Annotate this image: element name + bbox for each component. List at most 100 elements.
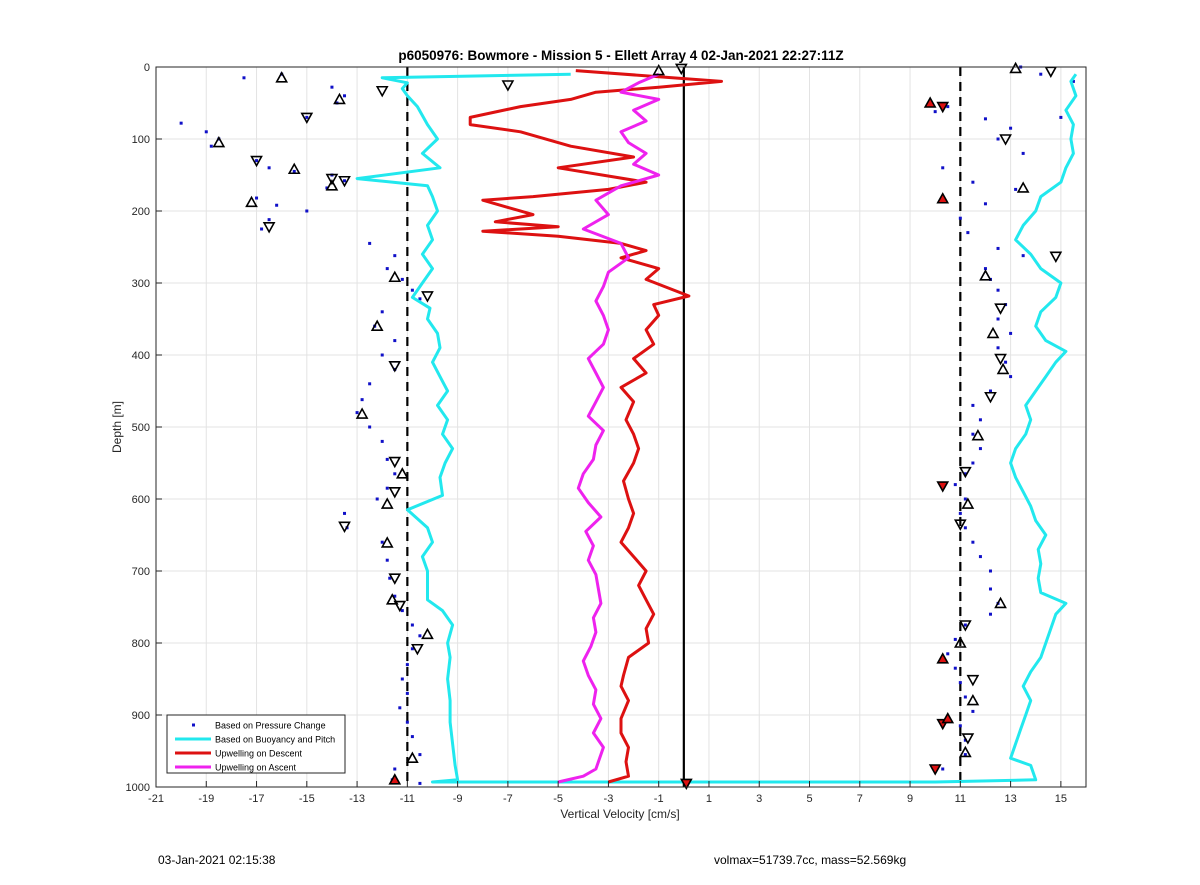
y-tick-label: 800 xyxy=(132,638,150,650)
y-tick-label: 500 xyxy=(132,422,150,434)
pressure-point xyxy=(418,634,422,638)
dive-marker xyxy=(1016,181,1030,193)
y-tick-label: 100 xyxy=(132,134,150,146)
pressure-point xyxy=(385,486,389,490)
dive-marker xyxy=(941,711,955,724)
pressure-point xyxy=(971,432,975,436)
footer-volmax-mass: volmax=51739.7cc, mass=52.569kg xyxy=(714,853,907,867)
y-tick-label: 1000 xyxy=(126,782,150,794)
dive-marker xyxy=(388,270,402,283)
pressure-point xyxy=(988,389,992,393)
dive-marker xyxy=(971,428,985,441)
pressure-point xyxy=(963,695,967,699)
pressure-point xyxy=(393,472,397,476)
pressure-point xyxy=(978,447,982,451)
pressure-point xyxy=(958,216,962,220)
pressure-point xyxy=(941,166,945,170)
pressure-point xyxy=(405,720,409,724)
pressure-point xyxy=(388,576,392,580)
dive-marker xyxy=(370,319,384,332)
pressure-point xyxy=(398,706,402,710)
legend-box xyxy=(166,714,346,774)
y-tick-label: 200 xyxy=(132,206,150,218)
pressure-point xyxy=(267,166,271,170)
x-tick-label: 7 xyxy=(857,793,863,805)
pressure-point xyxy=(963,526,967,530)
pressure-point xyxy=(410,623,414,627)
pressure-point xyxy=(963,753,967,757)
dive-marker xyxy=(996,362,1010,375)
x-tick-label: -17 xyxy=(249,793,265,805)
dive-marker xyxy=(375,85,389,98)
pressure-point xyxy=(946,105,950,109)
pressure-point xyxy=(418,297,422,301)
pressure-point xyxy=(360,398,364,402)
pressure-point xyxy=(368,241,372,245)
dive-marker xyxy=(393,600,407,613)
y-tick-label: 400 xyxy=(132,350,150,362)
y-tick-label: 0 xyxy=(144,62,150,74)
pressure-point xyxy=(375,497,379,501)
dive-marker xyxy=(994,596,1007,609)
dive-marker xyxy=(923,96,937,108)
pressure-point xyxy=(385,558,389,562)
pressure-point xyxy=(380,540,384,544)
pressure-point xyxy=(418,753,422,757)
pressure-point xyxy=(400,677,404,681)
pressure-point xyxy=(393,254,397,258)
dive-marker xyxy=(411,643,424,656)
pressure-point xyxy=(988,612,992,616)
y-tick-label: 900 xyxy=(132,710,150,722)
pressure-point xyxy=(953,666,957,670)
y-tick-label: 700 xyxy=(132,566,150,578)
dive-marker xyxy=(1009,61,1022,74)
x-tick-label: -19 xyxy=(198,793,214,805)
tick-labels: -21 -19 -17 -15 -13 -11 -9 -7 -5 -3 -1 1 3 5 7 9 11 13 150… xyxy=(126,62,1067,805)
pressure-point xyxy=(380,353,384,357)
pressure-point xyxy=(996,317,1000,321)
dive-marker xyxy=(388,486,402,499)
dive-marker xyxy=(961,497,975,509)
x-tick-label: 9 xyxy=(907,793,913,805)
dive-marker xyxy=(388,456,402,469)
dive-marker xyxy=(958,466,972,479)
pressure-point xyxy=(1071,79,1075,83)
pressure-point xyxy=(958,511,962,515)
dive-marker xyxy=(406,751,419,764)
dive-marker xyxy=(953,636,967,648)
dive-marker xyxy=(338,521,351,534)
x-tick-label: -3 xyxy=(604,793,614,805)
dive-marker xyxy=(958,620,972,632)
x-tick-label: 13 xyxy=(1004,793,1016,805)
pressure-point xyxy=(255,159,259,163)
pressure-point xyxy=(380,439,384,443)
dive-marker xyxy=(501,80,515,92)
x-tick-label: -15 xyxy=(299,793,315,805)
dive-marker xyxy=(338,175,351,188)
dive-marker xyxy=(928,764,942,776)
dive-marker xyxy=(325,173,339,186)
x-tick-label: 3 xyxy=(756,793,762,805)
pressure-point xyxy=(305,209,309,213)
dive-marker xyxy=(287,162,301,175)
pressure-point xyxy=(988,569,992,573)
pressure-point xyxy=(1014,187,1018,191)
dive-marker xyxy=(979,269,992,281)
dive-marker xyxy=(984,391,997,404)
pressure-point xyxy=(418,781,422,785)
pressure-point xyxy=(393,339,397,343)
x-tick-label: -13 xyxy=(349,793,365,805)
pressure-point xyxy=(368,382,372,386)
pressure-point xyxy=(996,246,1000,250)
pressure-point xyxy=(988,587,992,591)
x-tick-label: 15 xyxy=(1055,793,1067,805)
pressure-point xyxy=(267,218,271,222)
dive-marker xyxy=(388,773,402,785)
dive-marker xyxy=(966,693,980,706)
x-axis-label: Vertical Velocity [cm/s] xyxy=(560,807,679,821)
pressure-point xyxy=(410,288,414,292)
dive-marker xyxy=(958,745,972,758)
pressure-point xyxy=(209,144,213,148)
dive-marker xyxy=(275,71,289,83)
